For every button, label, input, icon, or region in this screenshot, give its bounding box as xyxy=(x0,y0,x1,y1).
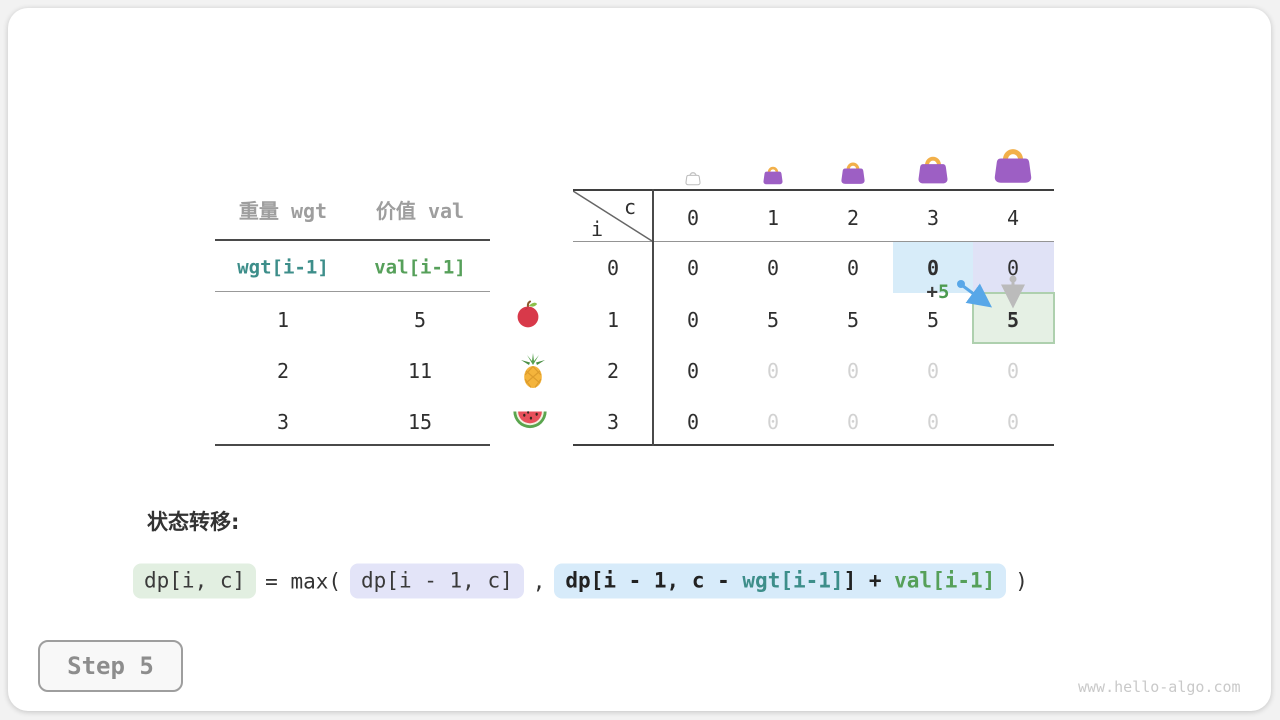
step-badge: Step 5 xyxy=(38,640,183,692)
dp-corner-row-var: i xyxy=(590,217,604,241)
item-wgt: 3 xyxy=(276,410,290,434)
items-formula-wgt: wgt[i-1] xyxy=(237,256,329,279)
item-wgt: 1 xyxy=(276,308,290,332)
formula-lhs: dp[i, c] xyxy=(133,563,257,599)
formula-arg-take: dp[i - 1, c - wgt[i-1]] + val[i-1] xyxy=(554,563,1007,599)
formula-arg-take-pre: dp[i - 1, c - xyxy=(565,568,743,593)
dp-col-header: 2 xyxy=(846,206,860,230)
dp-row-header: 3 xyxy=(606,410,620,434)
dp-cell: 0 xyxy=(686,410,700,434)
pineapple-icon xyxy=(516,352,550,394)
dp-cell: 0 xyxy=(766,359,780,383)
dp-cell: 0 xyxy=(846,359,860,383)
dp-cell: 0 xyxy=(1006,410,1020,434)
items-table-line-mid xyxy=(215,291,490,292)
formula-arg-take-val: val[i-1] xyxy=(894,568,996,593)
formula-arg-keep: dp[i - 1, c] xyxy=(350,563,524,599)
items-formula-val: val[i-1] xyxy=(374,256,466,279)
dp-col-header: 4 xyxy=(1006,206,1020,230)
bag-icon xyxy=(991,142,1035,190)
items-table-line-top xyxy=(215,239,490,241)
dp-cell-source-take: 0 xyxy=(1006,256,1020,280)
bag-icon xyxy=(916,151,951,190)
watermark: www.hello-algo.com xyxy=(1078,678,1241,696)
formula-close-paren: ) xyxy=(1015,569,1028,593)
dp-cell: 0 xyxy=(1006,359,1020,383)
dp-table-line-top xyxy=(573,189,1054,191)
dp-cell: 0 xyxy=(686,359,700,383)
transition-label: 状态转移: xyxy=(147,510,240,534)
dp-table-line-bottom xyxy=(573,444,1054,446)
plus-amount: 5 xyxy=(938,281,950,303)
dp-cell: 0 xyxy=(846,256,860,280)
transition-formula: dp[i, c] = max( dp[i - 1, c] , dp[i - 1,… xyxy=(133,563,1028,599)
dp-row-header: 2 xyxy=(606,359,620,383)
items-header-value: 价值 val xyxy=(375,199,465,223)
dp-cell-current: 5 xyxy=(1006,308,1020,332)
bag-icon xyxy=(762,163,785,190)
formula-comma: , xyxy=(532,569,546,593)
dp-cell-source-keep: 0 xyxy=(926,256,940,280)
watermelon-icon xyxy=(511,406,549,438)
dp-col-header: 3 xyxy=(926,206,940,230)
dp-cell: 0 xyxy=(846,410,860,434)
dp-corner-diagonal xyxy=(573,191,653,242)
dp-cell: 0 xyxy=(926,410,940,434)
dp-table-line-vertical xyxy=(652,189,654,446)
dp-cell: 5 xyxy=(766,308,780,332)
dp-cell: 0 xyxy=(926,359,940,383)
dp-col-header: 0 xyxy=(686,206,700,230)
formula-arg-take-wgt: wgt[i-1] xyxy=(742,568,844,593)
dp-cell: 5 xyxy=(926,308,940,332)
bag-icon xyxy=(839,158,867,190)
dp-cell: 0 xyxy=(686,256,700,280)
dp-cell: 0 xyxy=(766,256,780,280)
item-wgt: 2 xyxy=(276,359,290,383)
plus-value-annotation: +5 xyxy=(927,281,950,303)
dp-corner-col-var: c xyxy=(623,195,637,219)
item-val: 5 xyxy=(413,308,427,332)
apple-icon xyxy=(513,299,543,333)
dp-row-header: 0 xyxy=(606,256,620,280)
step-label: Step 5 xyxy=(67,652,154,680)
dp-cell: 0 xyxy=(766,410,780,434)
dp-cell: 0 xyxy=(686,308,700,332)
plus-sign: + xyxy=(926,281,938,303)
item-val: 15 xyxy=(407,410,433,434)
dp-cell: 5 xyxy=(846,308,860,332)
formula-eq-max: = max( xyxy=(265,569,342,593)
dp-row-header: 1 xyxy=(606,308,620,332)
dp-table-line-header xyxy=(573,241,1054,242)
bag-empty-icon xyxy=(685,169,702,190)
item-val: 11 xyxy=(407,359,433,383)
formula-arg-take-mid: ] + xyxy=(843,568,895,593)
dp-col-header: 1 xyxy=(766,206,780,230)
items-table-line-bottom xyxy=(215,444,490,446)
items-header-weight: 重量 wgt xyxy=(238,199,328,223)
